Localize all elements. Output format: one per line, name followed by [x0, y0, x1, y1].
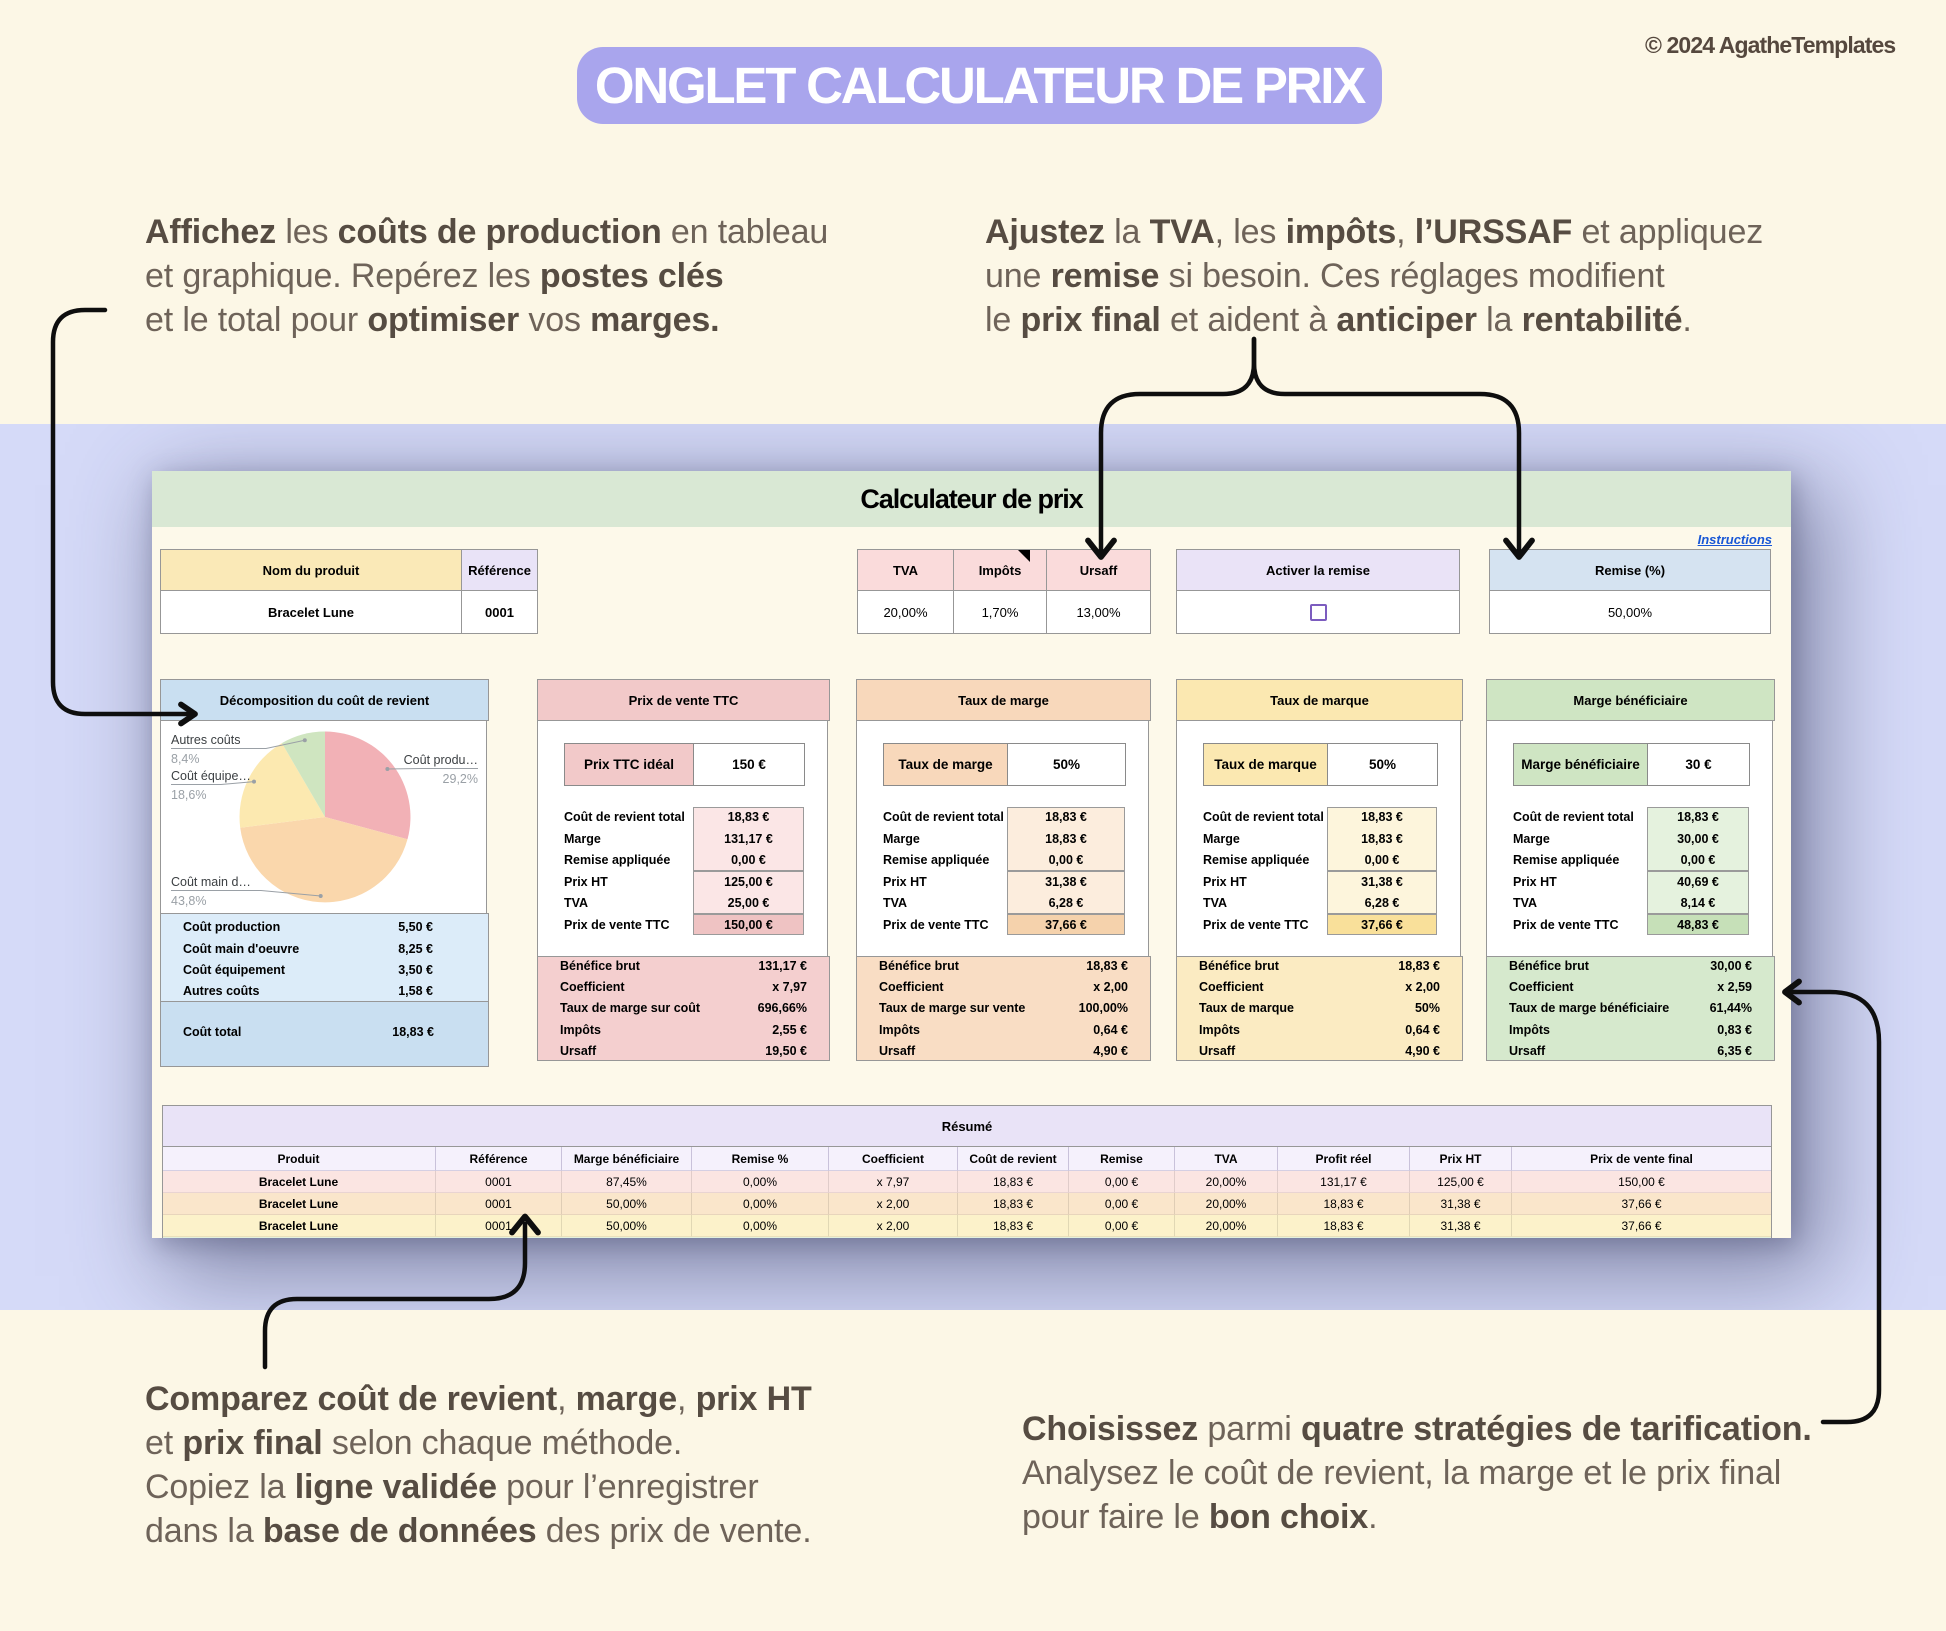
svg-text:8,4%: 8,4%	[171, 752, 200, 766]
svg-text:Coût produ…: Coût produ…	[404, 753, 478, 767]
svg-text:Coût équipe…: Coût équipe…	[171, 769, 251, 783]
svg-text:43,8%: 43,8%	[171, 894, 206, 908]
svg-text:18,6%: 18,6%	[171, 788, 206, 802]
svg-text:29,2%: 29,2%	[443, 772, 478, 786]
svg-text:Autres coûts: Autres coûts	[171, 733, 240, 747]
svg-text:Coût main d…: Coût main d…	[171, 875, 251, 889]
